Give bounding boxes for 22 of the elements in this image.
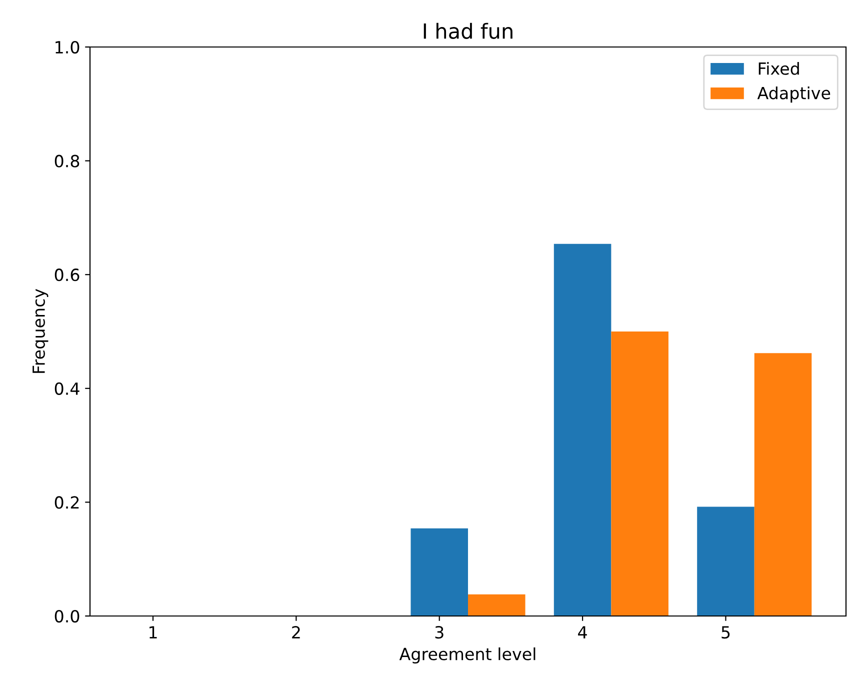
x-tick-label: 4 [578, 626, 587, 638]
x-tick-label: 3 [435, 626, 444, 639]
x-axis-title: Agreement level [399, 647, 536, 664]
y-tick-label: 0.8 [54, 154, 80, 168]
y-tick-label: 0.0 [54, 610, 80, 623]
bar [754, 353, 812, 616]
bar [410, 528, 468, 616]
x-tick-label: 5 [722, 626, 730, 639]
y-tick-label: 0.4 [54, 382, 80, 395]
y-axis-title: Frequency [32, 288, 48, 373]
y-tick-label: 0.2 [54, 496, 79, 509]
legend-label: Fixed [758, 62, 799, 75]
x-tick-label: 1 [150, 626, 157, 638]
x-tick-label: 2 [292, 626, 300, 638]
bar [611, 332, 668, 616]
bar [554, 244, 612, 616]
y-tick-label: 1.0 [56, 40, 80, 54]
legend-label: Adaptive [757, 86, 830, 103]
chart-title: I had fun [424, 22, 512, 39]
bar [468, 594, 526, 616]
y-tick-label: 0.6 [54, 268, 80, 282]
bar [697, 506, 754, 616]
